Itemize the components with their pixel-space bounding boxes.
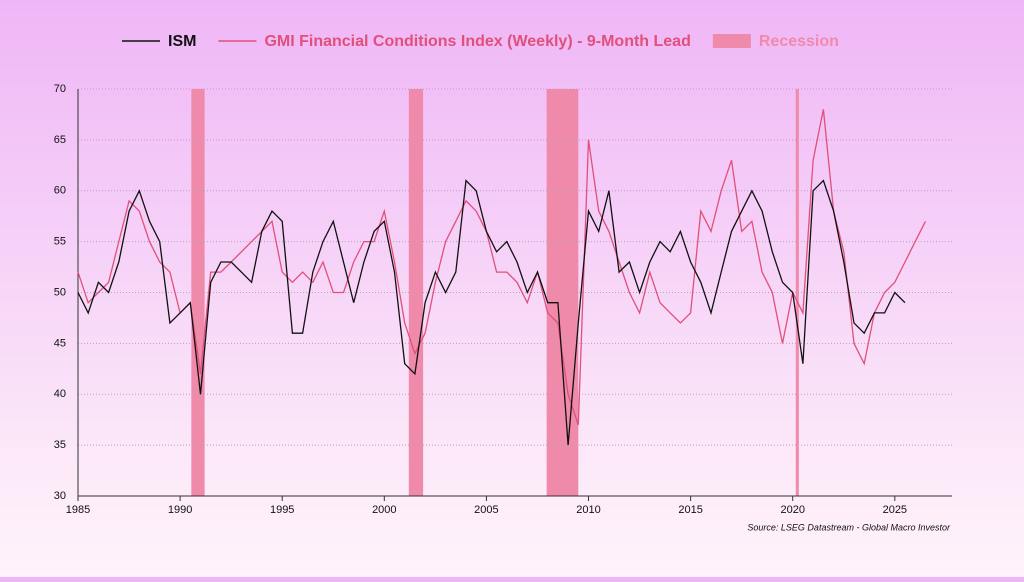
- recession-band: [795, 89, 799, 496]
- y-tick-label: 55: [54, 236, 66, 248]
- x-tick-label: 2000: [372, 504, 396, 516]
- x-tick-label: 1995: [270, 504, 294, 516]
- y-tick-label: 35: [54, 439, 66, 451]
- recession-band: [191, 89, 205, 496]
- x-tick-label: 2010: [576, 504, 600, 516]
- x-tick-label: 1985: [66, 504, 90, 516]
- source-note: Source: LSEG Datastream - Global Macro I…: [747, 522, 951, 532]
- y-tick-label: 45: [54, 337, 66, 349]
- legend-swatch: [712, 34, 751, 48]
- y-tick-label: 40: [54, 388, 66, 400]
- legend-label: Recession: [759, 33, 839, 50]
- x-tick-label: 2025: [883, 504, 907, 516]
- y-tick-label: 50: [54, 286, 66, 298]
- y-tick-label: 30: [54, 490, 66, 502]
- x-tick-label: 1990: [168, 504, 192, 516]
- series-line: [77, 179, 906, 446]
- y-tick-label: 60: [54, 185, 66, 197]
- y-tick-label: 70: [54, 83, 66, 95]
- x-tick-label: 2020: [780, 504, 804, 516]
- series-line: [77, 109, 927, 426]
- y-tick-label: 65: [54, 134, 66, 146]
- x-tick-label: 2015: [678, 504, 702, 516]
- legend-label: ISM: [168, 33, 196, 50]
- x-tick-label: 2005: [474, 504, 498, 516]
- recession-band: [408, 89, 424, 496]
- legend-label: GMI Financial Conditions Index (Weekly) …: [264, 33, 690, 50]
